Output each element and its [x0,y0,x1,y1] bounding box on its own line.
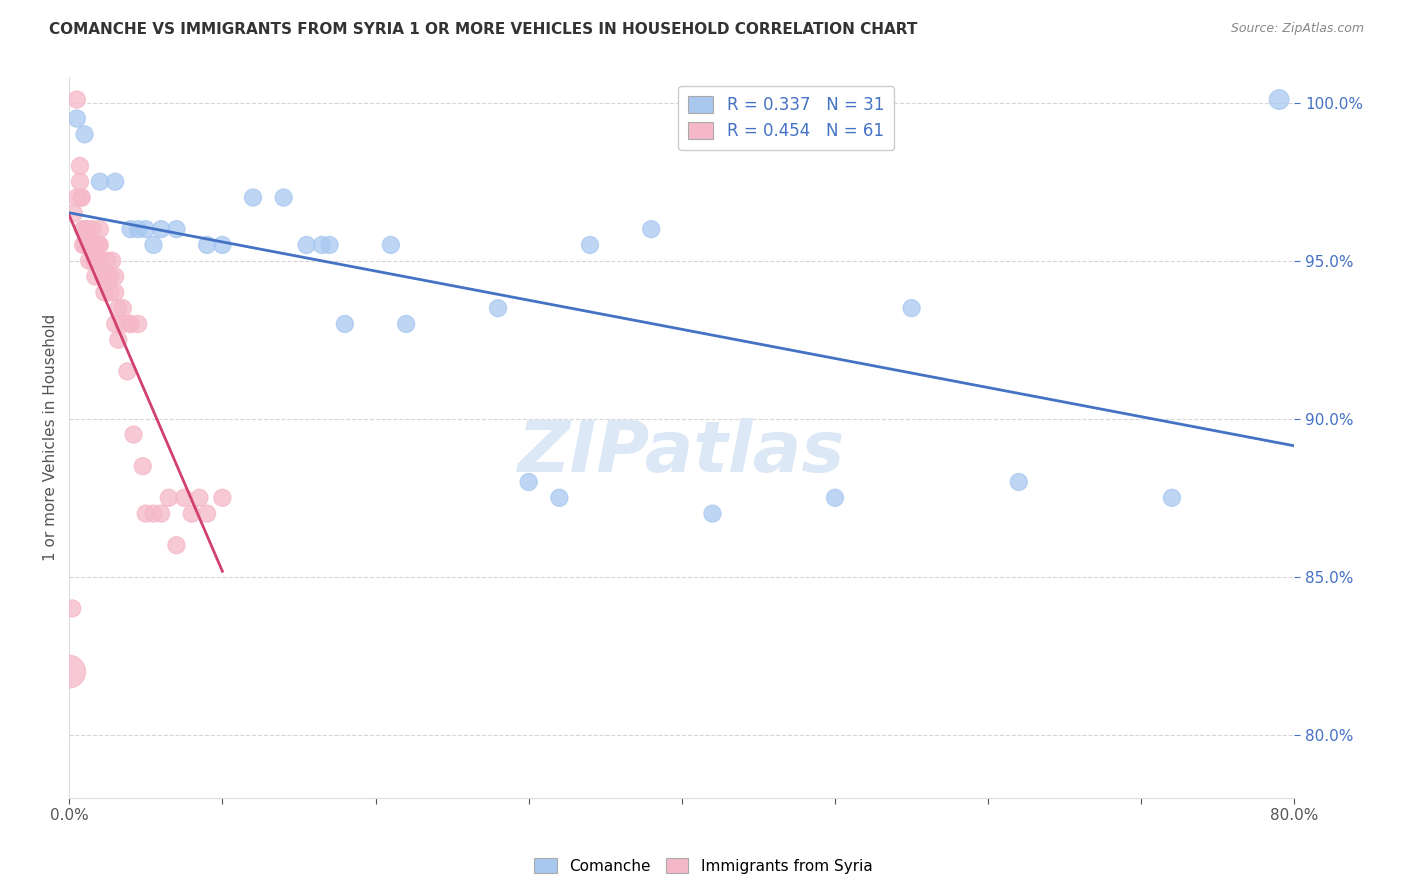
Point [73,222,96,236]
Point [157,491,180,505]
Point [120,317,142,331]
Point [82,238,104,252]
Text: COMANCHE VS IMMIGRANTS FROM SYRIA 1 OR MORE VEHICLES IN HOUSEHOLD CORRELATION CH: COMANCHE VS IMMIGRANTS FROM SYRIA 1 OR M… [49,22,918,37]
Point [76,238,98,252]
Point [180,507,202,521]
Point [66,93,89,107]
Point [58,665,80,679]
Point [517,475,540,489]
Point [242,190,264,204]
Point [127,222,149,236]
Point [150,222,173,236]
Point [72,238,94,252]
Point [72,222,94,236]
Point [107,333,129,347]
Point [66,190,89,204]
Point [77,238,100,252]
Point [165,538,187,552]
Point [60,601,83,615]
Point [640,222,662,236]
Point [101,253,124,268]
Point [84,238,107,252]
Point [120,317,142,331]
Point [100,285,122,300]
Point [1008,475,1031,489]
Point [486,301,509,315]
Point [117,364,139,378]
Y-axis label: 1 or more Vehicles in Household: 1 or more Vehicles in Household [44,314,58,561]
Point [111,317,134,331]
Point [132,459,155,474]
Point [76,222,98,236]
Point [395,317,418,331]
Point [211,491,233,505]
Point [173,491,195,505]
Point [548,491,571,505]
Point [89,253,111,268]
Point [84,269,107,284]
Point [87,238,110,252]
Point [69,159,91,173]
Point [86,238,108,252]
Point [91,269,114,284]
Point [824,491,846,505]
Point [82,238,104,252]
Point [211,238,233,252]
Point [142,507,165,521]
Point [70,190,93,204]
Point [89,175,111,189]
Point [69,175,91,189]
Point [579,238,602,252]
Point [188,491,211,505]
Point [135,507,157,521]
Point [104,285,127,300]
Point [89,238,111,252]
Point [70,190,93,204]
Point [122,427,145,442]
Point [96,253,118,268]
Point [165,222,187,236]
Point [89,222,111,236]
Point [318,238,340,252]
Point [66,112,89,126]
Point [295,238,318,252]
Text: ZIPatlas: ZIPatlas [519,417,845,487]
Point [79,238,101,252]
Point [104,175,127,189]
Point [104,269,127,284]
Point [93,285,115,300]
Point [135,222,157,236]
Point [195,507,218,521]
Point [273,190,295,204]
Point [702,507,724,521]
Point [333,317,356,331]
Text: Source: ZipAtlas.com: Source: ZipAtlas.com [1230,22,1364,36]
Legend: R = 0.337   N = 31, R = 0.454   N = 61: R = 0.337 N = 31, R = 0.454 N = 61 [678,86,894,151]
Point [83,253,105,268]
Point [63,206,86,220]
Point [104,317,127,331]
Point [73,128,96,142]
Point [100,269,122,284]
Point [1161,491,1184,505]
Point [1268,93,1291,107]
Point [195,238,218,252]
Point [900,301,922,315]
Point [127,317,149,331]
Point [120,222,142,236]
Point [380,238,402,252]
Point [77,253,100,268]
Point [142,238,165,252]
Point [311,238,333,252]
Point [150,507,173,521]
Point [86,253,108,268]
Point [96,269,118,284]
Point [111,301,134,315]
Point [107,301,129,315]
Legend: Comanche, Immigrants from Syria: Comanche, Immigrants from Syria [527,852,879,880]
Point [83,238,105,252]
Point [73,238,96,252]
Point [82,222,104,236]
